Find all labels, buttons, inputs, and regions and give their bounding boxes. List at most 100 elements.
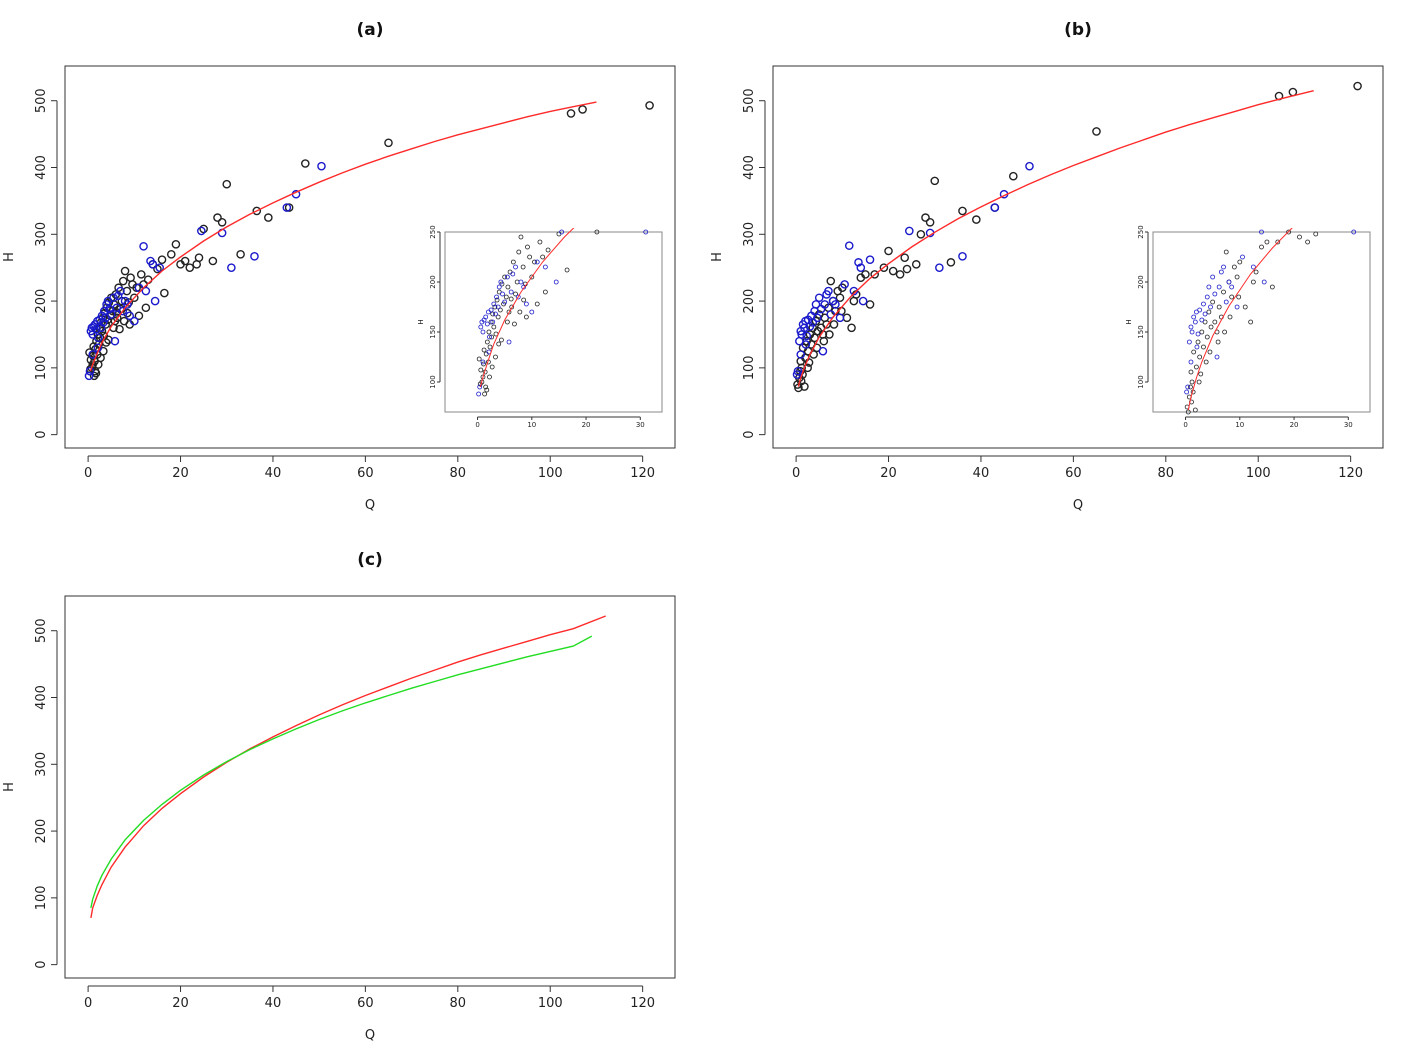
chart-a-plot-frame: [64, 65, 676, 449]
chart-b-inset-point-blue: [1192, 319, 1198, 325]
chart-a-inset-point-blue: [504, 274, 510, 280]
chart-b-inset-point-black: [1236, 294, 1242, 300]
chart-a-point-black: [141, 303, 151, 313]
chart-a-y-tick-label: 100: [34, 355, 49, 380]
chart-a-inset-point-blue: [513, 264, 518, 270]
chart-a-point-blue: [123, 300, 132, 309]
chart-b-inset-point-black: [1193, 364, 1199, 370]
chart-a-point-black: [160, 288, 169, 298]
chart-b-inset-y-axis-label: H: [1125, 319, 1133, 324]
chart-b-inset-point-black: [1188, 369, 1194, 375]
chart-a-inset-plot-frame: [444, 231, 663, 413]
chart-b-inset-point-blue: [1218, 269, 1224, 275]
chart-a-point-black: [115, 324, 124, 334]
chart-b-point-blue: [990, 203, 1000, 212]
chart-a-inset-point-black: [513, 291, 518, 297]
chart-b-point-black: [826, 276, 836, 286]
chart-a-y-axis-label: H: [2, 252, 17, 262]
chart-a-inset-point-black: [481, 347, 487, 353]
chart-b-inset-point-blue: [1208, 304, 1213, 310]
chart-b-point-blue: [824, 286, 833, 296]
chart-b-inset-point-black: [1237, 259, 1243, 265]
chart-a-inset-point-blue: [490, 319, 496, 325]
chart-a-point-black: [120, 266, 130, 276]
chart-b-inset-point-black: [1269, 284, 1275, 290]
chart-b-inset-point-blue: [1184, 389, 1190, 395]
chart-b-inset-point-black: [1210, 299, 1216, 305]
chart-a-inset-point-blue: [502, 299, 508, 305]
chart-c-title: (c): [357, 550, 383, 570]
chart-a-y-tick-label: 500: [34, 88, 49, 113]
chart-b-x-tick-label: 100: [1246, 466, 1271, 481]
chart-a-inset-point-black: [523, 314, 529, 320]
chart-b-y-tick-label: 0: [742, 431, 757, 439]
chart-b-point-blue: [808, 318, 818, 327]
chart-a-point-blue: [118, 306, 128, 316]
chart-b-point-blue: [813, 313, 822, 323]
chart-b-inset-point-black: [1207, 349, 1213, 355]
chart-a-inset-point-black: [487, 374, 492, 380]
chart-b-point-black: [900, 253, 910, 262]
chart-a-inset-point-blue: [553, 279, 559, 285]
chart-b-inset-point-blue: [1201, 301, 1206, 307]
chart-b-point-blue: [858, 296, 868, 306]
chart-b-x-tick-label: 80: [1158, 466, 1175, 481]
chart-a-point-blue: [84, 371, 94, 381]
panel-c: 0 20 40 60 80 100 120 0 100 200 300 400 500 Q H (c): [0, 530, 700, 1059]
chart-c-x-axis-label: Q: [365, 1028, 375, 1043]
chart-b-x-tick-label: 120: [1338, 466, 1363, 481]
chart-b-point-black: [825, 330, 834, 339]
chart-a-point-black: [645, 101, 654, 110]
chart-b-point-blue: [831, 300, 840, 309]
chart-b-point-black: [865, 300, 875, 309]
chart-a-inset-y-axis-label: H: [417, 319, 425, 324]
chart-a-point-blue: [148, 260, 158, 269]
chart-b-inset-point-black: [1199, 329, 1205, 335]
chart-b-point-blue: [854, 258, 863, 267]
chart-a-x-tick-label: 120: [630, 466, 655, 481]
chart-c-x-tick-label: 0: [84, 996, 92, 1011]
chart-c-y-tick-label: 100: [34, 885, 49, 910]
chart-a-inset-point-black: [502, 274, 508, 280]
chart-a-inset-point-black: [516, 249, 522, 255]
chart-a-inset-point-blue: [493, 311, 498, 317]
chart-b-point-blue: [826, 310, 836, 319]
chart-a-point-blue: [317, 161, 326, 171]
chart-a-point-blue: [99, 318, 108, 327]
chart-b-inset-point-black: [1216, 304, 1222, 310]
chart-a-inset-point-black: [520, 264, 526, 270]
chart-b-point-black: [847, 323, 856, 333]
chart-b-point-blue: [835, 313, 845, 323]
chart-a-inset-point-blue: [476, 391, 482, 397]
chart-a-inset-point-blue: [488, 307, 494, 313]
chart-b-point-black: [804, 358, 814, 367]
chart-b-inset-point-blue: [1223, 299, 1229, 305]
chart-b-inset-point-blue: [1259, 229, 1264, 235]
chart-b-inset-point-blue: [1250, 264, 1256, 270]
chart-b-inset-point-black: [1248, 319, 1254, 325]
chart-a-inset-point-black: [483, 384, 489, 390]
chart-b-x-tick-label: 60: [1065, 466, 1082, 481]
chart-b-y-tick-label: 200: [742, 289, 757, 314]
chart-b-point-blue: [1025, 161, 1034, 171]
chart-b-point-black: [879, 263, 889, 272]
chart-b-point-black: [861, 270, 870, 279]
chart-b-inset-point-black: [1212, 319, 1218, 325]
chart-b-inset-point-black: [1192, 407, 1198, 413]
chart-a-inset-point-black: [525, 244, 530, 250]
chart-b-point-blue: [814, 293, 824, 303]
chart-a-curve-red: [89, 101, 597, 372]
chart-a-inset-point-blue: [542, 264, 548, 270]
chart-a-point-black: [143, 275, 153, 285]
chart-b-inset-point-blue: [1226, 279, 1232, 285]
chart-b-inset-x-tick-label: 20: [1290, 421, 1299, 429]
chart-b-inset-point-black: [1264, 239, 1270, 245]
chart-a-point-black: [185, 263, 195, 272]
chart-a-inset-point-black: [478, 367, 484, 373]
chart-a-point-black: [130, 293, 139, 303]
chart-b-inset-point-black: [1208, 324, 1214, 330]
chart-a-inset-x-tick-label: 20: [582, 421, 591, 429]
chart-a-inset-point-black: [496, 341, 502, 347]
chart-a-point-black: [301, 159, 310, 168]
chart-a-inset-x-tick-label: 0: [475, 421, 479, 429]
